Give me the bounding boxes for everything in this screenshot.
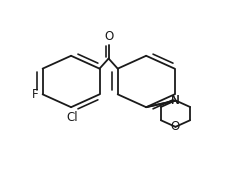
Text: Cl: Cl	[67, 111, 78, 124]
Text: F: F	[32, 88, 38, 101]
Text: O: O	[104, 30, 113, 43]
Text: N: N	[171, 94, 180, 107]
Text: N: N	[171, 94, 180, 107]
Text: O: O	[171, 120, 180, 133]
